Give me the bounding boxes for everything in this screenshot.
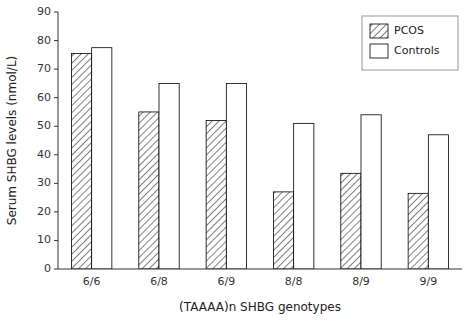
y-axis-label: Serum SHBG levels (nmol/L) — [5, 56, 19, 225]
bar — [361, 115, 381, 269]
x-tick-label: 6/9 — [217, 275, 235, 288]
legend-swatch-bg — [370, 24, 388, 38]
y-tick-label: 40 — [37, 148, 51, 161]
x-tick-label: 9/9 — [419, 275, 437, 288]
bar — [273, 192, 293, 269]
y-tick — [54, 211, 58, 212]
chart: 0 10 20 30 40 50 60 70 80 90 6/6 6/8 6/9 8/8 8/9 9/9 (TA… — [0, 0, 474, 321]
y-tick-label: 30 — [37, 176, 51, 189]
y-tick-label: 90 — [37, 5, 51, 18]
legend: PCOS Controls — [362, 16, 458, 70]
x-axis — [58, 269, 462, 270]
x-tick-label: 6/6 — [83, 275, 101, 288]
y-tick — [54, 269, 58, 270]
bar — [408, 193, 428, 269]
y-tick — [54, 183, 58, 184]
bar — [139, 112, 159, 269]
y-tick-label: 10 — [37, 233, 51, 246]
bar — [428, 135, 448, 269]
y-tick-label: 0 — [44, 262, 51, 275]
bar-bg — [71, 53, 91, 269]
bar — [92, 48, 112, 269]
legend-swatch — [370, 44, 388, 58]
y-tick-label: 50 — [37, 119, 51, 132]
y-tick-label: 60 — [37, 91, 51, 104]
y-tick — [54, 240, 58, 241]
bar — [226, 83, 246, 269]
y-tick — [54, 69, 58, 70]
bar-bg — [408, 193, 428, 269]
bars — [71, 48, 448, 269]
y-tick — [54, 154, 58, 155]
bar-bg — [341, 173, 361, 269]
x-tick-label: 8/9 — [352, 275, 370, 288]
y-tick-label: 70 — [37, 62, 51, 75]
y-axis — [58, 12, 59, 269]
bar — [341, 173, 361, 269]
bar — [206, 121, 226, 269]
bar-bg — [273, 192, 293, 269]
bar — [71, 53, 91, 269]
bar-bg — [139, 112, 159, 269]
y-tick — [54, 97, 58, 98]
y-tick — [54, 40, 58, 41]
y-tick-label: 80 — [37, 34, 51, 47]
legend-label: Controls — [394, 44, 440, 57]
legend-swatch — [370, 24, 388, 38]
y-tick-label: 20 — [37, 205, 51, 218]
bar — [159, 83, 179, 269]
bar — [294, 123, 314, 269]
y-tick — [54, 12, 58, 13]
x-tick-label: 8/8 — [285, 275, 303, 288]
y-tick — [54, 126, 58, 127]
x-tick-label: 6/8 — [150, 275, 168, 288]
bar-bg — [206, 121, 226, 269]
legend-label: PCOS — [394, 24, 424, 37]
legend-box — [362, 16, 458, 70]
x-axis-label: (TAAAA)n SHBG genotypes — [179, 300, 341, 314]
